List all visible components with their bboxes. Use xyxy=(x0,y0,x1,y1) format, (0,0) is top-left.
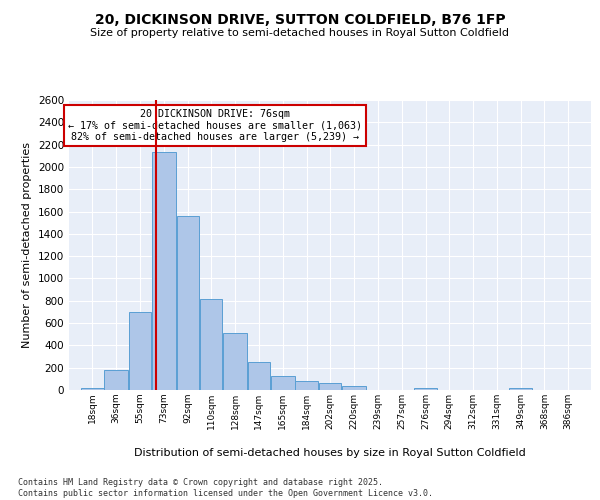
Bar xyxy=(152,152,176,390)
Bar xyxy=(415,388,437,390)
Bar xyxy=(129,312,151,390)
Bar xyxy=(223,333,247,390)
Text: 20 DICKINSON DRIVE: 76sqm
← 17% of semi-detached houses are smaller (1,063)
82% : 20 DICKINSON DRIVE: 76sqm ← 17% of semi-… xyxy=(68,108,362,142)
Bar xyxy=(200,298,223,390)
Bar xyxy=(295,381,318,390)
Bar xyxy=(176,216,199,390)
Bar xyxy=(248,362,270,390)
Bar xyxy=(319,384,341,390)
Text: Size of property relative to semi-detached houses in Royal Sutton Coldfield: Size of property relative to semi-detach… xyxy=(91,28,509,38)
Text: Contains HM Land Registry data © Crown copyright and database right 2025.
Contai: Contains HM Land Registry data © Crown c… xyxy=(18,478,433,498)
Bar xyxy=(509,388,532,390)
Bar xyxy=(271,376,295,390)
Text: Distribution of semi-detached houses by size in Royal Sutton Coldfield: Distribution of semi-detached houses by … xyxy=(134,448,526,458)
Y-axis label: Number of semi-detached properties: Number of semi-detached properties xyxy=(22,142,32,348)
Bar xyxy=(104,370,128,390)
Bar xyxy=(342,386,366,390)
Text: 20, DICKINSON DRIVE, SUTTON COLDFIELD, B76 1FP: 20, DICKINSON DRIVE, SUTTON COLDFIELD, B… xyxy=(95,12,505,26)
Bar xyxy=(81,388,104,390)
